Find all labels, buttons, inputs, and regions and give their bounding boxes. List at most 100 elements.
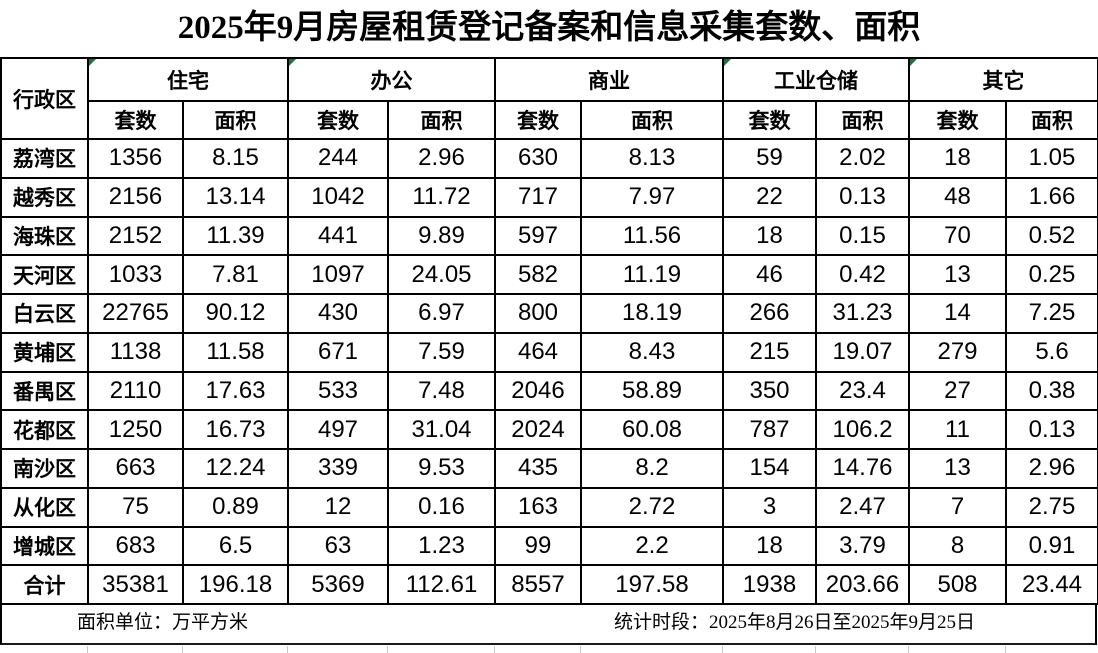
- value-cell: 266: [722, 293, 817, 334]
- value-cell: 13: [908, 254, 1007, 295]
- value-cell: 0.13: [815, 176, 910, 218]
- value-cell: 58.89: [580, 370, 724, 412]
- value-cell: 60.08: [580, 409, 724, 450]
- value-cell: 2110: [87, 370, 184, 412]
- value-cell: 6.97: [387, 293, 496, 334]
- table-footnotes: 面积单位：万平方米 统计时段：2025年8月26日至2025年9月25日: [0, 603, 1097, 645]
- value-cell: 59: [722, 138, 817, 179]
- value-cell: 7.97: [580, 176, 724, 218]
- table-row: 荔湾区 1356 8.15 244 2.96 630 8.13 59 2.02 18 1.05: [0, 138, 1098, 179]
- district-cell: 越秀区: [0, 176, 89, 218]
- value-cell: 8.13: [580, 138, 724, 179]
- group-header-label: 住宅: [167, 68, 209, 93]
- value-cell: 2.02: [815, 138, 910, 179]
- subheader-row: 套数 面积 套数 面积 套数 面积 套数 面积 套数 面积: [1, 100, 1098, 140]
- value-cell: 464: [494, 331, 582, 373]
- value-cell: 9.89: [387, 215, 496, 257]
- value-cell: 435: [494, 448, 582, 489]
- value-cell: 70: [908, 215, 1007, 257]
- value-cell: 63: [287, 525, 389, 567]
- value-cell: 787: [722, 409, 817, 450]
- value-cell: 2.2: [580, 525, 724, 567]
- table-row: 黄埔区 1138 11.58 671 7.59 464 8.43 215 19.07 279 5.6: [0, 331, 1098, 373]
- value-cell: 1250: [87, 409, 184, 450]
- subheader-units: 套数: [87, 100, 184, 140]
- subheader-units: 套数: [494, 100, 582, 140]
- value-cell: 11.56: [580, 215, 724, 257]
- subheader-units: 套数: [722, 100, 817, 140]
- value-cell: 203.66: [815, 564, 910, 605]
- value-cell: 1938: [722, 564, 817, 605]
- gridline-stub: [87, 646, 88, 653]
- district-cell: 黄埔区: [0, 331, 89, 373]
- value-cell: 46: [722, 254, 817, 295]
- cell-error-marker-icon: [90, 60, 96, 66]
- group-header-3: 商业: [494, 57, 724, 102]
- value-cell: 497: [287, 409, 389, 450]
- value-cell: 683: [87, 525, 184, 567]
- table-row: 花都区 1250 16.73 497 31.04 2024 60.08 787 106.2 11 0…: [0, 409, 1098, 450]
- gridline-stub: [182, 646, 183, 653]
- value-cell: 2.47: [815, 486, 910, 528]
- value-cell: 99: [494, 525, 582, 567]
- total-row: 合计 35381 196.18 5369 112.61 8557 197.58 1938 203…: [0, 564, 1098, 605]
- value-cell: 0.16: [387, 486, 496, 528]
- page-title: 2025年9月房屋租赁登记备案和信息采集套数、面积: [177, 10, 921, 46]
- value-cell: 11.39: [182, 215, 289, 257]
- value-cell: 1042: [287, 176, 389, 218]
- value-cell: 2024: [494, 409, 582, 450]
- value-cell: 8.2: [580, 448, 724, 489]
- value-cell: 671: [287, 331, 389, 373]
- district-cell: 合计: [0, 564, 89, 605]
- value-cell: 0.91: [1005, 525, 1098, 567]
- value-cell: 3: [722, 486, 817, 528]
- value-cell: 597: [494, 215, 582, 257]
- value-cell: 0.13: [1005, 409, 1098, 450]
- value-cell: 0.38: [1005, 370, 1098, 412]
- group-header-row: 行政区 住宅 办公 商业 工业仓储 其它: [0, 57, 1098, 140]
- gridline-stub: [908, 646, 909, 653]
- value-cell: 8.43: [580, 331, 724, 373]
- value-cell: 197.58: [580, 564, 724, 605]
- value-cell: 508: [908, 564, 1007, 605]
- value-cell: 800: [494, 293, 582, 334]
- value-cell: 717: [494, 176, 582, 218]
- group-header-label: 其它: [982, 68, 1025, 93]
- value-cell: 339: [287, 448, 389, 489]
- value-cell: 5369: [287, 564, 389, 605]
- gridline-stub: [722, 646, 723, 653]
- value-cell: 27: [908, 370, 1007, 412]
- district-cell: 南沙区: [0, 448, 89, 489]
- rental-stats-table: 行政区 住宅 办公 商业 工业仓储 其它 套数 面积 套数 面积 套数 面积 套数 面积 套数 面积 荔湾…: [0, 57, 1098, 605]
- subheader-units: 套数: [287, 100, 389, 140]
- group-header-4: 工业仓储: [722, 57, 910, 102]
- gridline-stub: [1005, 646, 1006, 653]
- value-cell: 215: [722, 331, 817, 373]
- value-cell: 1356: [87, 138, 184, 179]
- subheader-area: 面积: [1005, 100, 1098, 140]
- district-cell: 增城区: [0, 525, 89, 567]
- value-cell: 2.75: [1005, 486, 1098, 528]
- district-cell: 天河区: [0, 254, 89, 295]
- value-cell: 1138: [87, 331, 184, 373]
- value-cell: 31.04: [387, 409, 496, 450]
- value-cell: 18: [722, 525, 817, 567]
- value-cell: 9.53: [387, 448, 496, 489]
- gridline-stub: [387, 646, 388, 653]
- value-cell: 13: [908, 448, 1007, 489]
- value-cell: 630: [494, 138, 582, 179]
- subheader-area: 面积: [815, 100, 910, 140]
- value-cell: 18.19: [580, 293, 724, 334]
- group-header-5: 其它: [908, 57, 1098, 102]
- group-header-label: 办公: [370, 68, 413, 93]
- gridline-stub: [815, 646, 816, 653]
- value-cell: 19.07: [815, 331, 910, 373]
- value-cell: 16.73: [182, 409, 289, 450]
- value-cell: 14.76: [815, 448, 910, 489]
- district-cell: 荔湾区: [0, 138, 89, 179]
- value-cell: 441: [287, 215, 389, 257]
- table-row: 天河区 1033 7.81 1097 24.05 582 11.19 46 0.42 13 0.25: [0, 254, 1098, 295]
- area-unit-note: 面积单位：万平方米: [77, 612, 249, 633]
- value-cell: 154: [722, 448, 817, 489]
